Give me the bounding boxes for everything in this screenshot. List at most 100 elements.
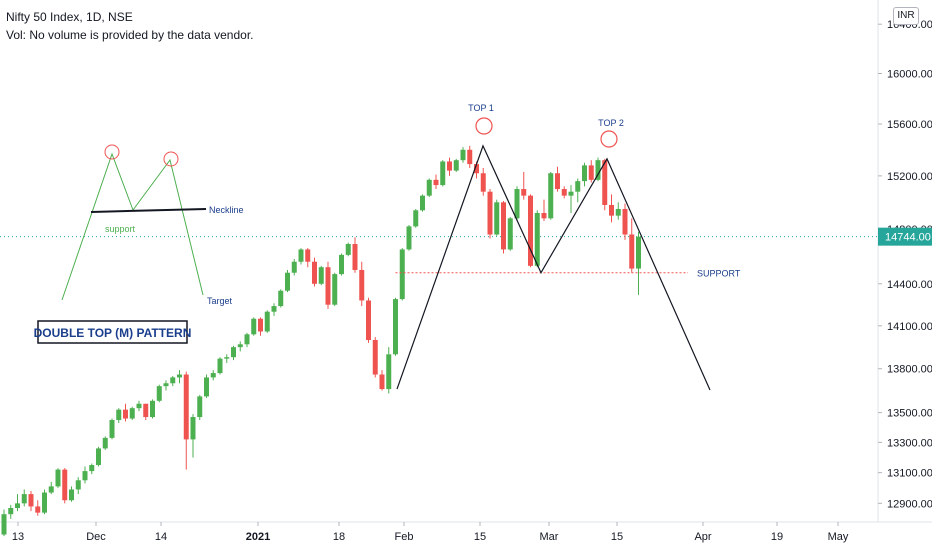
support-small-label: support	[105, 224, 136, 234]
candle-body	[291, 261, 297, 273]
candle	[96, 446, 101, 467]
candle-body	[170, 377, 176, 384]
candle-body	[271, 306, 277, 312]
candle	[379, 370, 385, 391]
candle-body	[163, 383, 169, 387]
candle-body	[264, 311, 270, 332]
candle	[487, 189, 493, 239]
candle	[217, 357, 223, 375]
candle	[345, 242, 351, 257]
candle-body	[494, 202, 500, 235]
candle	[62, 468, 68, 504]
candle-body	[386, 354, 392, 390]
candle-body	[136, 403, 142, 409]
candle	[602, 158, 608, 211]
candle	[264, 310, 270, 333]
candle	[136, 400, 142, 412]
candle	[447, 157, 452, 176]
candle-body	[8, 507, 14, 515]
candle-body	[177, 374, 182, 378]
candle-body	[636, 236, 641, 269]
candle-body	[460, 149, 466, 161]
candle	[89, 463, 95, 475]
candle-body	[507, 218, 513, 250]
candle-body	[109, 420, 115, 438]
x-tick-label: 2021	[246, 531, 270, 543]
candle	[534, 210, 540, 268]
candle-body	[278, 290, 284, 307]
candle-body	[75, 480, 81, 490]
candle-body	[318, 267, 324, 284]
y-tick-label: 13800.00	[887, 364, 932, 376]
candle-body	[82, 471, 88, 481]
candle	[561, 186, 567, 199]
candle-body	[21, 494, 27, 504]
candle	[460, 147, 466, 163]
last-price-badge-text: 14744.00	[885, 232, 931, 244]
candle-body	[129, 408, 135, 419]
y-tick-label: 15600.00	[887, 119, 932, 131]
candle-body	[629, 234, 635, 269]
candle-body	[217, 358, 223, 374]
candle	[305, 248, 311, 268]
candle-body	[467, 149, 473, 165]
candle-body	[55, 469, 61, 487]
candle-body	[48, 486, 54, 493]
candle	[386, 347, 392, 394]
candle-body	[312, 261, 317, 284]
candle	[582, 162, 587, 187]
candle	[75, 477, 81, 495]
x-tick-label: May	[828, 531, 849, 543]
price-axis[interactable]: 12900.00 13100.00 13300.00 13500.00 13800.00…	[878, 19, 932, 510]
time-axis[interactable]: 13 Dec 14 2021 18 Feb 15 Mar 15 Apr 19 May	[12, 522, 849, 543]
pattern-title-box	[37, 320, 188, 344]
pattern-title-text: DOUBLE TOP (M) PATTERN	[34, 326, 192, 340]
candle-body	[62, 469, 68, 501]
double-top-pattern-line	[396, 144, 711, 391]
candle	[35, 500, 41, 516]
candle-body	[561, 189, 567, 196]
candle	[541, 199, 547, 222]
candle	[393, 297, 398, 356]
candle-body	[366, 300, 371, 341]
candle	[190, 414, 196, 458]
candle-body	[413, 210, 419, 227]
candle	[237, 341, 243, 352]
top2-circle	[600, 130, 618, 148]
candle	[514, 186, 520, 222]
candle-body	[501, 202, 506, 250]
candle	[123, 403, 128, 422]
candle-body	[514, 189, 520, 219]
candle	[548, 171, 554, 220]
candle-body	[575, 181, 581, 192]
x-tick-label: 19	[771, 531, 783, 543]
candle	[332, 272, 338, 307]
candle-body	[89, 465, 95, 472]
candle-body	[379, 374, 385, 390]
candle	[622, 203, 628, 240]
candle-body	[528, 195, 533, 266]
candle	[129, 406, 135, 421]
candle-body	[406, 226, 412, 250]
candle-body	[298, 249, 304, 262]
x-tick-label: 15	[611, 531, 623, 543]
symbol-title[interactable]: Nifty 50 Index, 1D, NSE	[6, 10, 133, 24]
candle	[366, 297, 371, 343]
candle	[426, 178, 432, 197]
y-tick-label: 13300.00	[887, 437, 932, 449]
candle	[440, 160, 446, 187]
candle-body	[453, 160, 459, 171]
candle	[285, 269, 290, 293]
candle	[210, 370, 216, 381]
candle	[55, 468, 61, 488]
x-tick-label: 14	[155, 531, 167, 543]
candle	[271, 303, 277, 316]
candle	[291, 258, 297, 276]
last-price-badge[interactable]: 14744.00	[878, 227, 932, 246]
candle-body	[440, 161, 446, 186]
candle	[399, 248, 405, 301]
candle-body	[305, 249, 311, 262]
currency-badge[interactable]: INR	[893, 7, 919, 25]
